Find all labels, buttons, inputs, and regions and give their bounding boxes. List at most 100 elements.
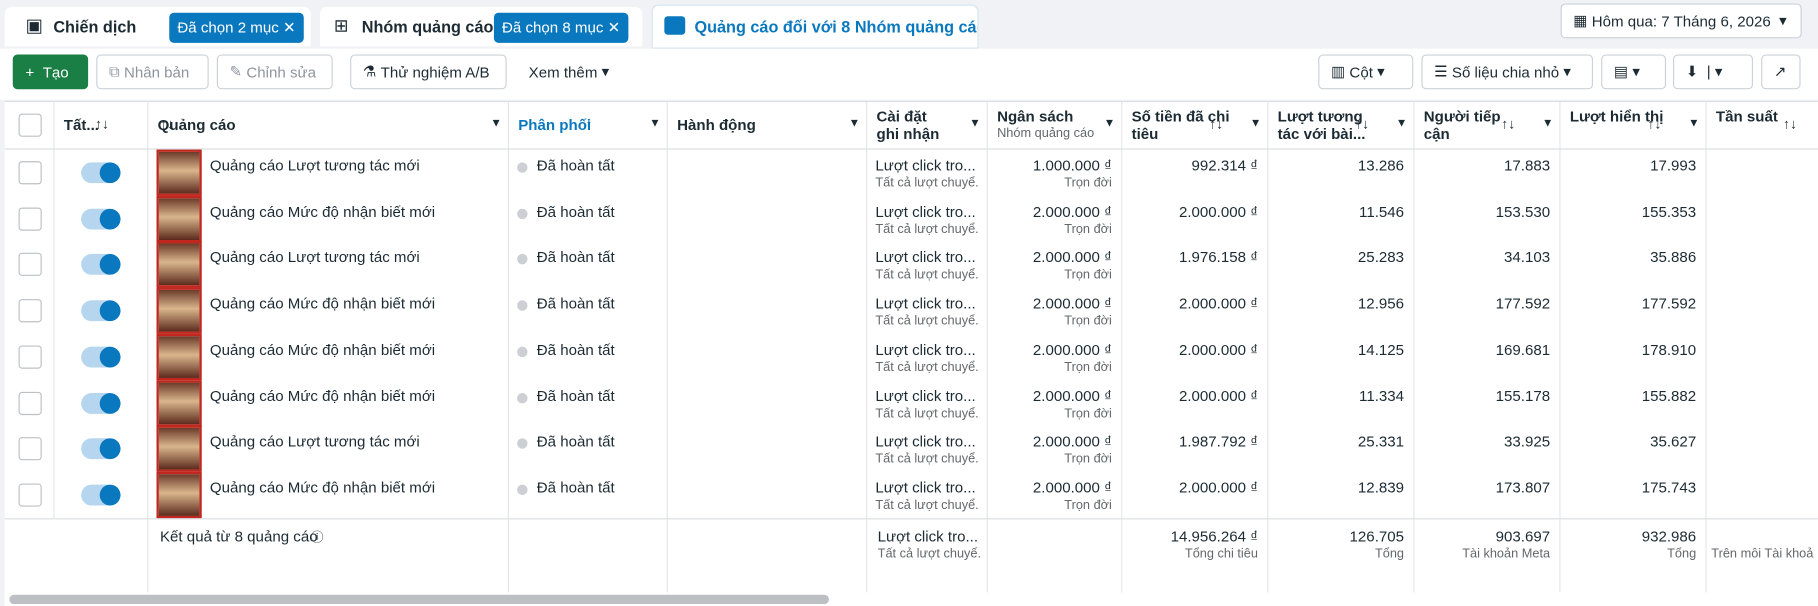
chart-button[interactable]: ↗ [1761,54,1801,90]
button-text: Cột [1349,63,1373,81]
tab-chip[interactable]: Đã chọn 2 mục ✕ [169,12,304,43]
toggle[interactable] [81,438,121,460]
ad-name[interactable]: Quảng cáo Lượt tương tác mới [209,248,420,266]
tab-active[interactable]: Quảng cáo đối với 8 Nhóm quảng cáo [651,4,979,49]
engagement: 13.286 [1357,156,1405,174]
status-dot [517,484,528,495]
header-border [4,148,1818,150]
column-header[interactable]: Cài đặt ghi nhận [876,107,940,143]
column-divider [147,102,149,593]
reach: 34.103 [1504,248,1551,266]
toggle[interactable] [81,392,121,414]
more-button[interactable]: Xem thêm ▾ [517,54,629,90]
column-divider [507,102,509,593]
impressions: 17.993 [1650,156,1697,174]
column-divider [986,102,988,593]
impressions: 175.743 [1641,478,1697,497]
impressions: 178.910 [1641,340,1697,359]
create-button[interactable]: + Tạo [12,54,89,90]
tab[interactable]: ⊞ Nhóm quảng cáo Đã chọn 8 mục ✕ [319,6,643,47]
column-header[interactable]: Lượt hiển thị [1569,107,1664,126]
column-header[interactable]: Tất... [63,115,99,134]
attribution-sub: Tất cả lượt chuyể... [875,406,980,421]
row-checkbox[interactable] [18,345,42,369]
budget: 2.000.000 ₫ [1032,478,1112,497]
dropdown-icon: ▼ [1542,117,1554,130]
column-header[interactable]: Số tiền đã chi tiêu [1131,107,1230,143]
column-header[interactable]: Người tiếp cận [1423,107,1501,143]
tab[interactable]: ▣ Chiến dịch Đã chọn 2 mục ✕ [4,6,311,47]
status: Đã hoàn tất [536,202,615,220]
column-divider [866,102,868,593]
breakdown-button[interactable]: ☰ Số liệu chia nhỏ ▾ [1421,54,1594,90]
column-header[interactable]: Ngân sách [997,107,1074,126]
column-divider [1267,102,1269,593]
budget-type: Trọn đời [1064,176,1112,191]
column-header[interactable]: Phân phối [518,115,592,134]
column-header[interactable]: Quảng cáo [157,115,236,134]
reports-button[interactable]: ▤ ▾ [1601,54,1667,90]
status: Đã hoàn tất [536,386,615,405]
ab-test-button[interactable]: ⚗ Thử nghiệm A/B [350,54,507,90]
duplicate-button[interactable]: ⧉ Nhân bản [96,54,209,90]
row-checkbox[interactable] [18,391,42,415]
column-divider [53,102,55,519]
ad-name[interactable]: Quảng cáo Lượt tương tác mới [209,156,420,174]
edit-button[interactable]: ✎ Chỉnh sửa [216,54,333,90]
tab-chip[interactable]: Đã chọn 8 mục ✕ [493,12,629,43]
row-checkbox[interactable] [18,483,42,507]
row-checkbox[interactable] [18,437,42,461]
columns-button[interactable]: ▥ Cột ▾ [1318,54,1414,90]
thumbnail [156,471,202,519]
column-header[interactable]: Lượt tương tác với bài... [1277,107,1366,143]
row-checkbox[interactable] [18,299,42,323]
toggle[interactable] [81,300,121,322]
ad-name[interactable]: Quảng cáo Mức độ nhận biết mới [209,340,436,359]
column-divider [666,102,668,593]
toggle[interactable] [81,484,121,506]
budget: 2.000.000 ₫ [1032,248,1112,266]
thumbnail [156,149,202,196]
toggle[interactable] [81,162,121,184]
column-subheader: Nhóm quảng cáo [997,126,1095,141]
dropdown-icon: ▼ [1249,117,1262,130]
date-text: Hôm qua: 7 Tháng 6, 2026 [1591,12,1771,30]
amount-spent: 1.987.792 ₫ [1178,432,1258,451]
row-checkbox[interactable] [18,161,42,185]
reach: 33.925 [1504,432,1551,451]
sort-icon: ↑↓ [1355,115,1370,133]
thumbnail [156,195,202,242]
toggle[interactable] [81,346,121,368]
toggle[interactable] [81,208,121,230]
row-checkbox[interactable] [18,207,42,231]
column-divider [1559,102,1561,593]
engagement: 11.546 [1359,202,1405,220]
footer-impressions: 932.986 [1641,527,1697,545]
budget: 1.000.000 ₫ [1032,156,1112,174]
sort-icon: ↑↓ [1783,115,1798,133]
impressions: 155.353 [1641,202,1697,220]
info-icon: ⓘ [310,531,324,545]
amount-spent: 2.000.000 ₫ [1178,294,1258,312]
column-header[interactable]: Hành động [677,115,756,134]
footer-spent: 14.956.264 ₫ [1170,527,1258,545]
toggle[interactable] [81,254,121,276]
reach: 153.530 [1495,202,1551,220]
ad-name[interactable]: Quảng cáo Lượt tương tác mới [209,432,420,451]
date-picker[interactable]: ▦ Hôm qua: 7 Tháng 6, 2026 ▾ [1560,3,1802,39]
scrollbar-thumb[interactable] [9,594,829,605]
ad-name[interactable]: Quảng cáo Mức độ nhận biết mới [209,294,436,312]
attribution: Lượt click tro... [875,156,976,174]
export-button[interactable]: ⬇ | ▾ [1673,54,1754,90]
ad-name[interactable]: Quảng cáo Mức độ nhận biết mới [209,386,436,405]
status: Đã hoàn tất [536,432,615,451]
row-checkbox[interactable] [18,253,42,277]
reach: 155.178 [1495,386,1551,405]
header-checkbox[interactable] [18,113,42,137]
ad-name[interactable]: Quảng cáo Mức độ nhận biết mới [209,202,436,220]
tab-label: Nhóm quảng cáo [361,17,494,36]
column-header[interactable]: Tần suất [1715,107,1778,126]
attribution: Lượt click tro... [875,478,976,497]
ad-name[interactable]: Quảng cáo Mức độ nhận biết mới [209,478,436,497]
